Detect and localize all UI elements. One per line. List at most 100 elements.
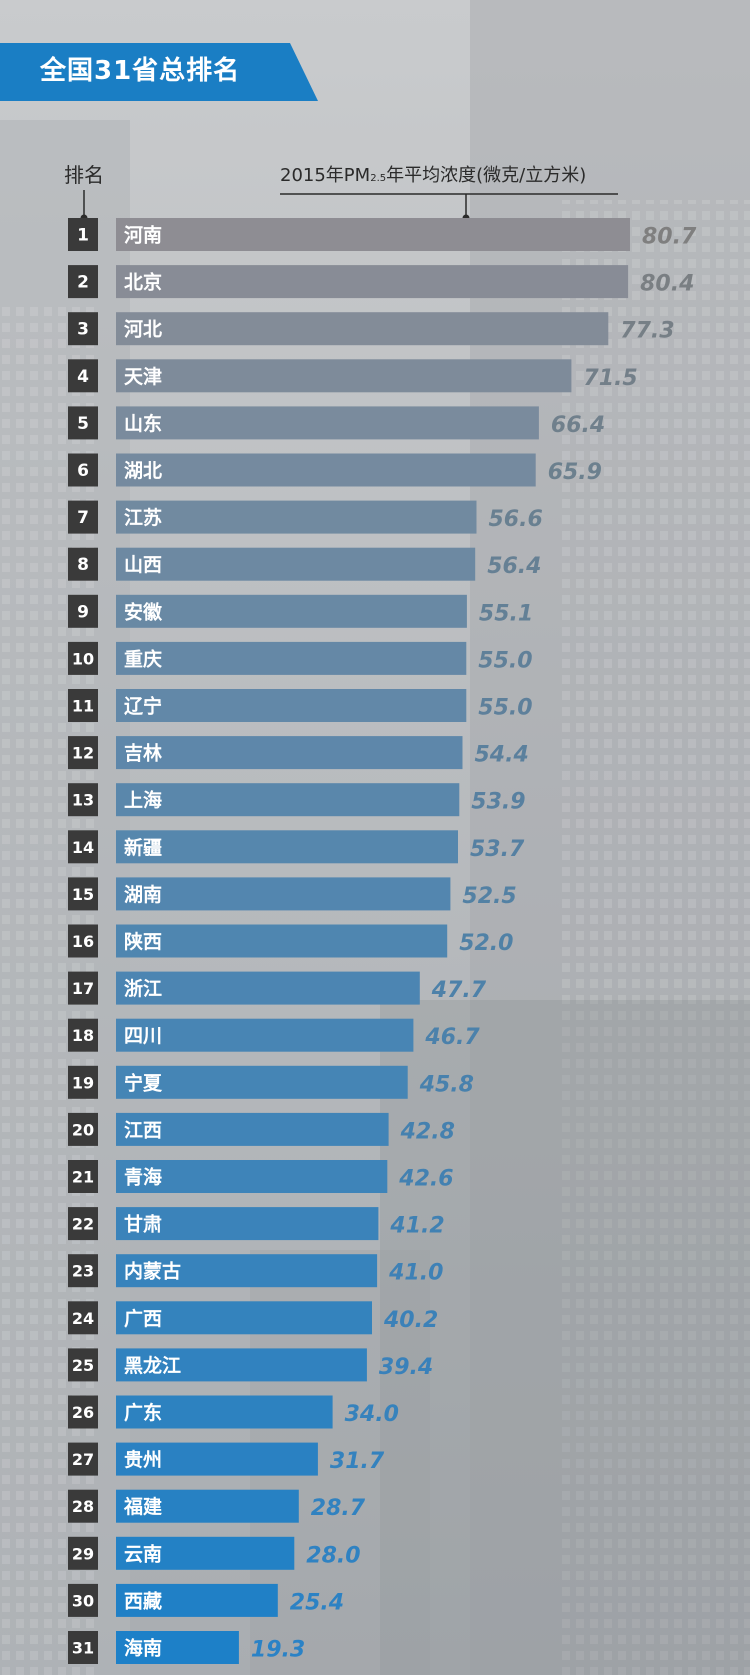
rank-number: 14	[72, 838, 94, 857]
province-label: 福建	[123, 1495, 162, 1518]
rank-box	[68, 1160, 98, 1193]
rank-box	[68, 1348, 98, 1382]
province-label: 陕西	[124, 930, 162, 953]
bar-row: 1 河南 80.7	[68, 218, 697, 251]
rank-number: 15	[72, 885, 94, 904]
rank-box	[68, 971, 98, 1005]
rank-box	[68, 359, 98, 393]
bar	[116, 1348, 367, 1382]
value-label: 53.7	[470, 837, 525, 862]
rank-box	[68, 312, 98, 346]
bar	[116, 218, 630, 251]
value-label: 56.6	[489, 507, 543, 532]
value-label: 55.0	[478, 696, 532, 721]
rank-number: 27	[72, 1450, 94, 1469]
province-label: 吉林	[124, 742, 162, 765]
unit-subscript: 2.5	[370, 173, 387, 184]
bar-row: 17 浙江 47.7	[68, 971, 487, 1005]
bar	[116, 736, 463, 770]
value-label: 41.2	[389, 1214, 444, 1239]
rank-number: 25	[72, 1356, 94, 1375]
value-label: 56.4	[487, 554, 541, 579]
bar	[116, 594, 467, 628]
bar	[116, 1254, 378, 1288]
rank-number: 12	[72, 744, 94, 763]
rank-box	[68, 594, 98, 628]
province-label: 江西	[124, 1119, 162, 1141]
rank-number: 28	[72, 1497, 94, 1516]
rank-box	[68, 1301, 98, 1335]
province-label: 内蒙古	[124, 1260, 181, 1283]
province-label: 江苏	[124, 506, 162, 529]
bar	[116, 877, 451, 911]
title-tab: 全国31省总排名	[0, 43, 318, 101]
bar-row: 11 辽宁 55.0	[68, 689, 533, 722]
value-label: 34.0	[345, 1402, 399, 1427]
province-label: 甘肃	[124, 1213, 162, 1236]
rank-box	[68, 1536, 98, 1570]
bar	[116, 1489, 299, 1523]
province-label: 浙江	[124, 977, 162, 1000]
province-label: 青海	[124, 1166, 162, 1189]
value-label: 52.0	[459, 931, 513, 956]
province-label: 天津	[124, 365, 162, 388]
province-label: 上海	[124, 789, 162, 812]
bar-row: 5 山东 66.4	[68, 406, 605, 440]
value-label: 80.4	[640, 272, 694, 297]
value-label: 71.5	[583, 366, 637, 391]
rank-number: 23	[72, 1262, 94, 1281]
rank-number: 9	[77, 602, 89, 622]
rank-number: 19	[72, 1073, 94, 1092]
bar	[116, 1160, 388, 1193]
title-tab-background	[0, 43, 318, 101]
rank-number: 13	[72, 791, 94, 810]
rank-number: 5	[77, 414, 89, 434]
rank-box	[68, 547, 98, 581]
province-label: 重庆	[124, 647, 162, 670]
bar	[116, 1018, 414, 1052]
rank-box	[68, 500, 98, 534]
rank-box	[68, 1018, 98, 1052]
bar-row: 16 陕西 52.0	[68, 924, 513, 958]
rank-number: 24	[72, 1309, 94, 1328]
bar-row: 27 贵州 31.7	[68, 1442, 385, 1476]
bar-row: 26 广东 34.0	[68, 1395, 399, 1429]
value-label: 42.6	[398, 1167, 453, 1192]
province-label: 湖北	[124, 460, 162, 482]
bar	[116, 453, 536, 487]
rank-box	[68, 689, 98, 722]
rank-column-header: 排名	[64, 163, 104, 187]
header-connector-lines	[80, 190, 618, 222]
bar	[116, 312, 609, 346]
value-label: 77.3	[620, 319, 674, 344]
rank-box	[68, 1395, 98, 1429]
province-label: 山西	[124, 554, 162, 576]
bar-row: 18 四川 46.7	[68, 1018, 480, 1052]
rank-number: 16	[72, 932, 94, 951]
value-column-header: 2015年PM2.5年平均浓度(微克/立方米)	[280, 164, 586, 191]
rank-number: 17	[72, 979, 94, 998]
bar	[116, 1301, 372, 1335]
rank-number: 8	[77, 555, 89, 575]
bar	[116, 406, 539, 440]
value-label: 54.4	[475, 743, 529, 768]
rank-box	[68, 783, 98, 817]
bar-row: 12 吉林 54.4	[68, 736, 529, 770]
rank-number: 29	[72, 1544, 94, 1563]
rank-box	[68, 877, 98, 911]
bar-row: 28 福建 28.7	[68, 1489, 366, 1523]
bar-row: 2 北京 80.4	[68, 265, 694, 299]
bar-row: 6 湖北 65.9	[68, 453, 602, 487]
value-label: 42.8	[400, 1119, 455, 1144]
bar	[116, 1112, 389, 1146]
rank-box	[68, 218, 98, 251]
bar	[116, 1631, 239, 1664]
rank-box	[68, 406, 98, 440]
value-label: 52.5	[462, 884, 516, 909]
rank-number: 2	[77, 273, 89, 293]
province-label: 新疆	[124, 836, 162, 859]
bar-row: 3 河北 77.3	[68, 312, 675, 346]
rank-box	[68, 736, 98, 770]
bar	[116, 641, 467, 675]
